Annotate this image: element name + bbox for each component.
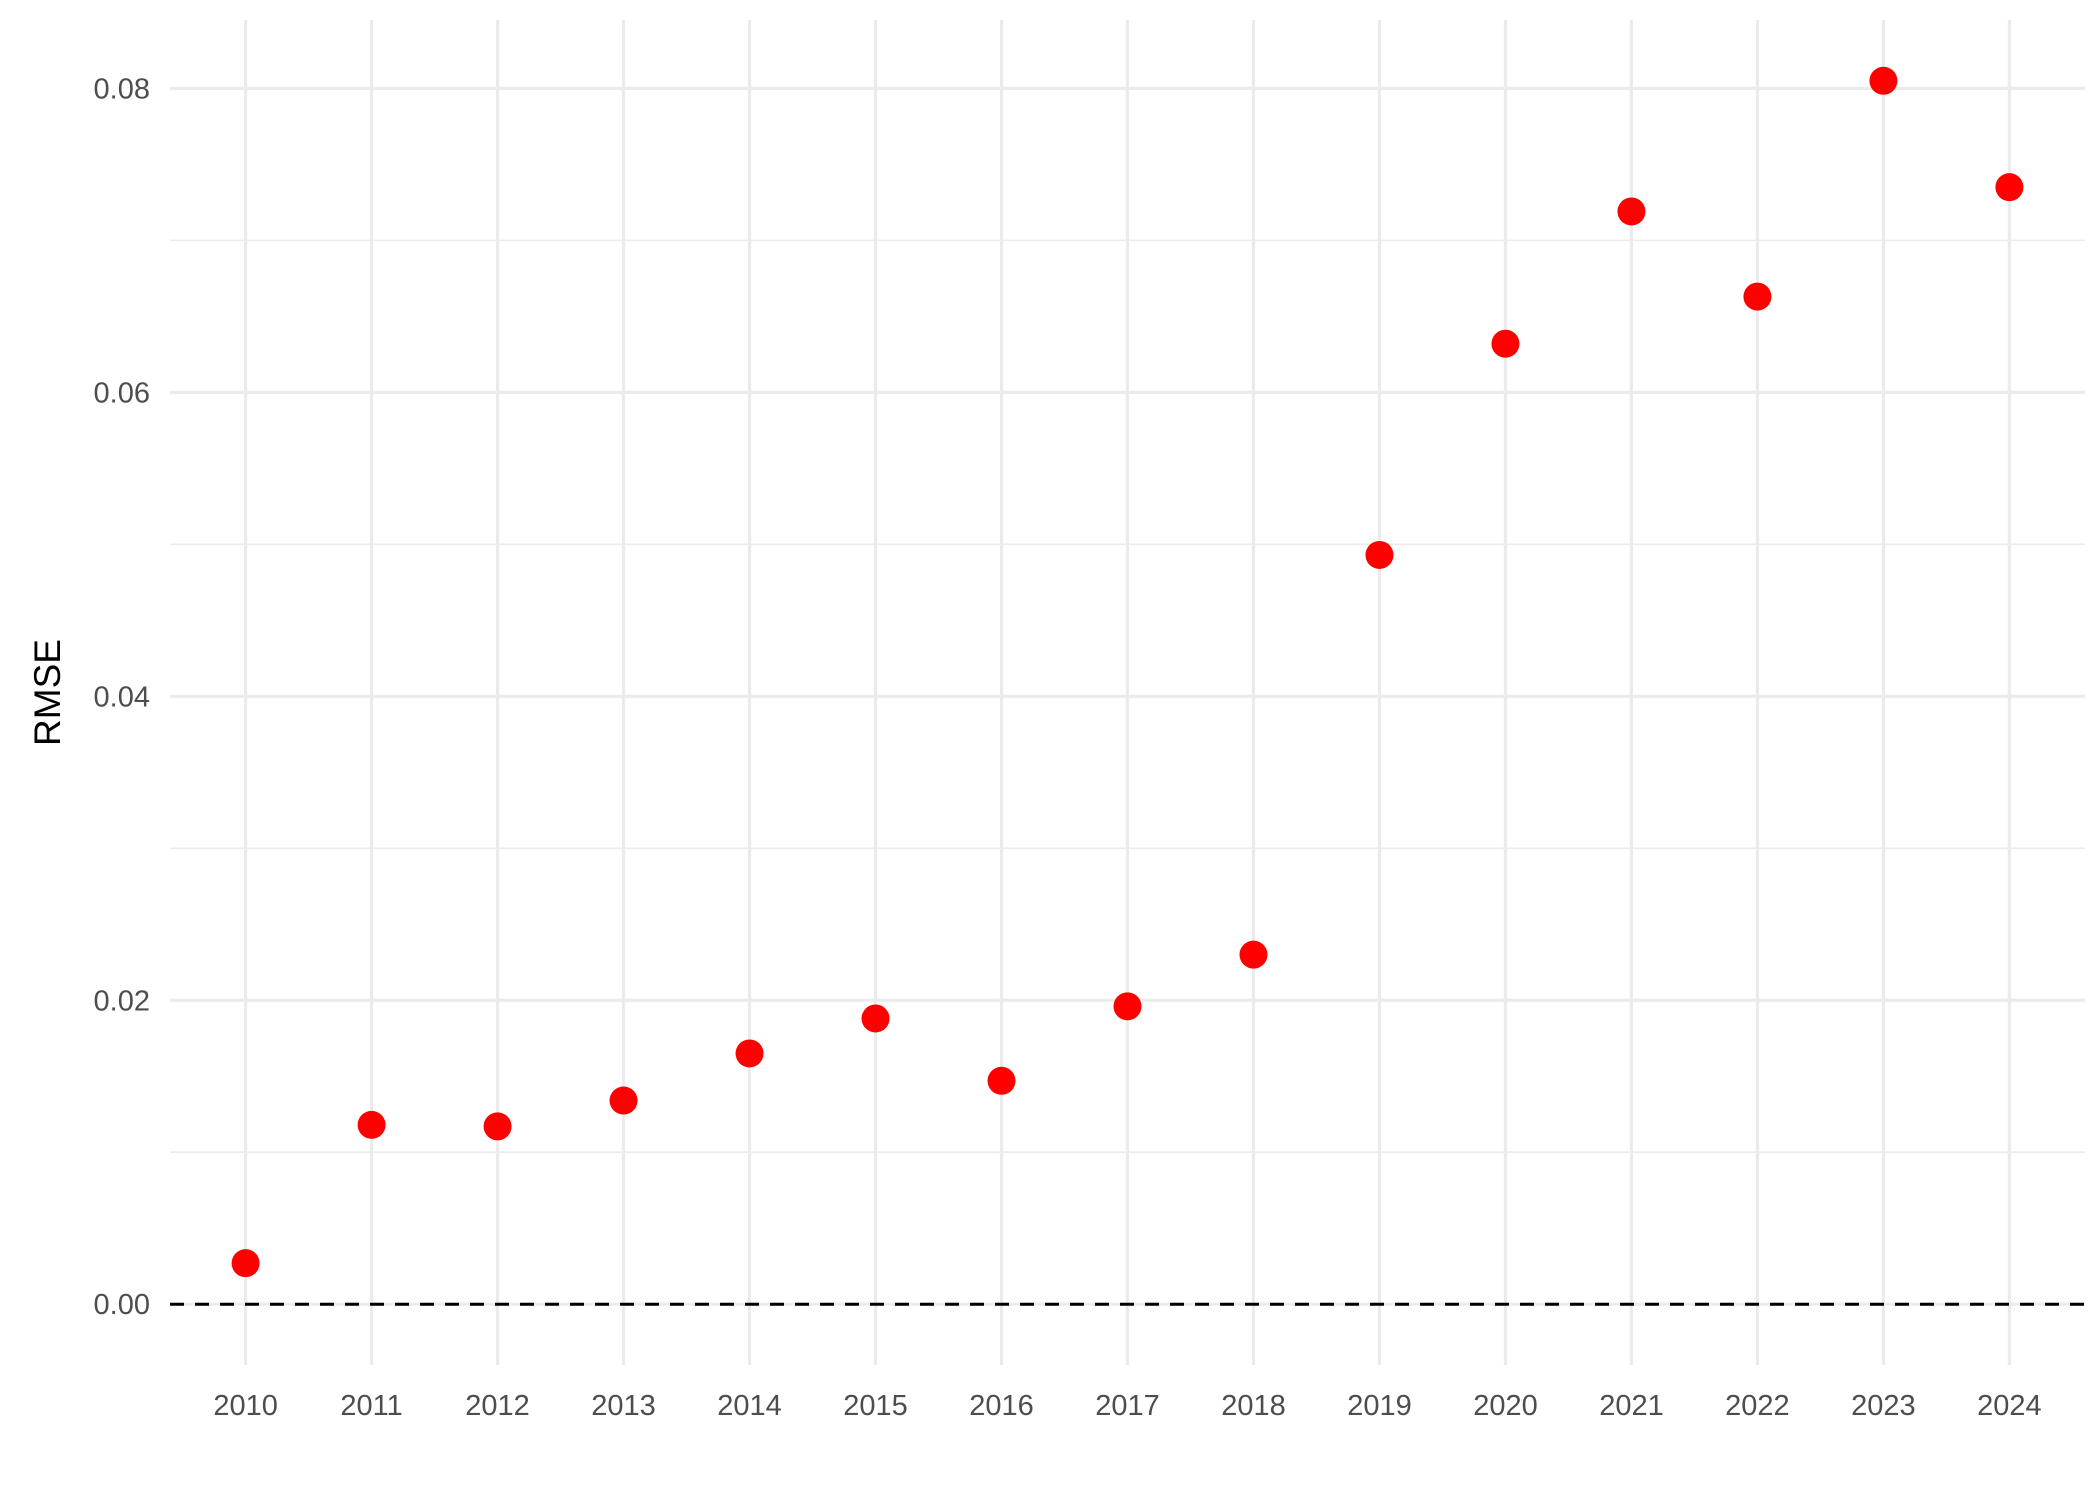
data-point — [1113, 992, 1142, 1021]
data-point — [1995, 173, 2024, 202]
data-point — [483, 1112, 512, 1141]
data-point — [231, 1249, 260, 1278]
data-point — [861, 1004, 890, 1033]
major-gridlines — [170, 20, 2085, 1365]
y-tick-label: 0.02 — [94, 985, 150, 1017]
data-point — [1869, 66, 1898, 95]
y-axis-tick-labels: 0.00 0.02 0.04 0.06 0.08 — [94, 73, 150, 1321]
y-tick-label: 0.00 — [94, 1289, 150, 1321]
data-point — [1491, 329, 1520, 358]
data-point — [1617, 197, 1646, 226]
x-tick-label: 2018 — [1221, 1390, 1286, 1422]
x-axis-tick-labels: 2010 2011 2012 2013 2014 2015 2016 2017 2018 2019… — [213, 1390, 2041, 1422]
data-points — [231, 66, 2024, 1278]
data-point — [1239, 940, 1268, 969]
data-point — [1365, 540, 1394, 569]
y-axis-title: RMSE — [27, 639, 68, 746]
x-tick-label: 2020 — [1473, 1390, 1538, 1422]
y-tick-label: 0.04 — [94, 681, 150, 713]
data-point — [987, 1066, 1016, 1095]
y-tick-label: 0.08 — [94, 73, 150, 105]
data-point — [609, 1086, 638, 1115]
data-point — [735, 1039, 764, 1068]
x-tick-label: 2017 — [1095, 1390, 1160, 1422]
x-tick-label: 2014 — [717, 1390, 782, 1422]
x-tick-label: 2021 — [1599, 1390, 1664, 1422]
x-tick-label: 2013 — [591, 1390, 656, 1422]
x-tick-label: 2016 — [969, 1390, 1034, 1422]
x-tick-label: 2010 — [213, 1390, 278, 1422]
y-tick-label: 0.06 — [94, 377, 150, 409]
x-tick-label: 2012 — [465, 1390, 530, 1422]
x-tick-label: 2022 — [1725, 1390, 1790, 1422]
x-tick-label: 2011 — [340, 1390, 402, 1422]
data-point — [357, 1110, 386, 1139]
x-tick-label: 2019 — [1347, 1390, 1412, 1422]
x-tick-label: 2023 — [1851, 1390, 1916, 1422]
x-tick-label: 2015 — [843, 1390, 908, 1422]
x-tick-label: 2024 — [1977, 1390, 2042, 1422]
data-point — [1743, 282, 1772, 311]
